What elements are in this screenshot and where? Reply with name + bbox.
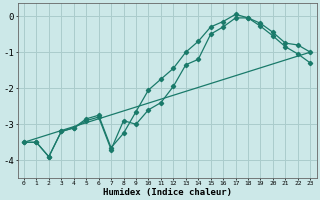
X-axis label: Humidex (Indice chaleur): Humidex (Indice chaleur) [103, 188, 232, 197]
